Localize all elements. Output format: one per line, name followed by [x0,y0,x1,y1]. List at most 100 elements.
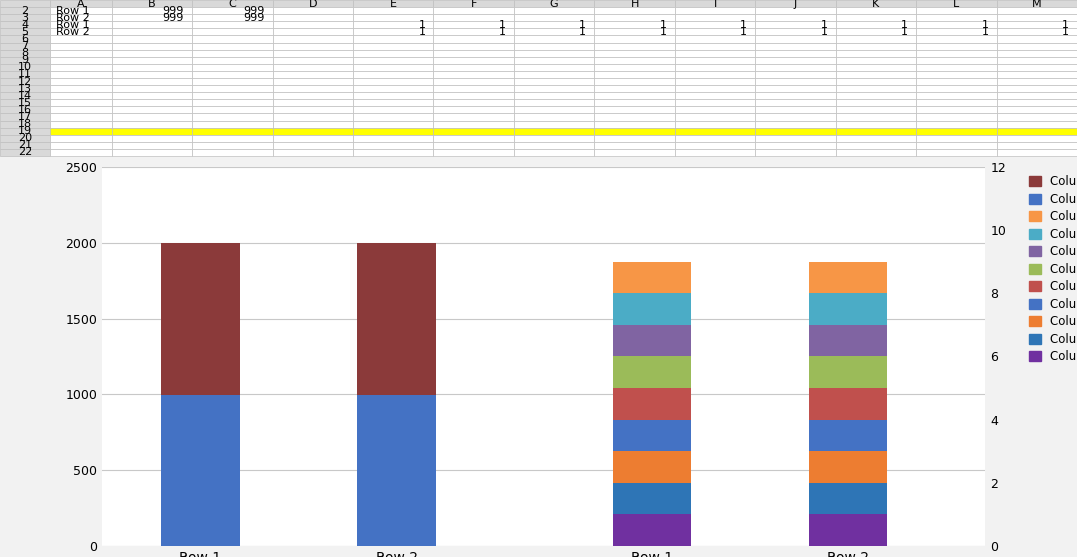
Bar [514,36,595,42]
Bar [613,356,691,388]
Bar [836,92,917,99]
Bar [996,50,1077,57]
Bar [272,42,353,50]
Bar [192,42,272,50]
Bar [353,85,433,92]
Bar [51,0,112,7]
Bar [0,57,51,64]
Bar [433,114,514,120]
Bar [192,78,272,85]
Bar [192,50,272,57]
Bar [595,7,675,14]
Bar [272,135,353,142]
Bar [996,106,1077,114]
Text: 21: 21 [18,140,32,150]
Text: 1: 1 [981,20,989,30]
Text: B: B [149,0,156,8]
Text: 12: 12 [18,76,32,86]
Bar [51,64,112,71]
Bar [112,149,192,156]
Bar [272,99,353,106]
Bar [51,71,112,78]
Text: 1: 1 [579,20,586,30]
Bar [836,142,917,149]
Bar [51,36,112,42]
Bar [917,142,996,149]
Bar [514,0,595,7]
Text: 7: 7 [22,41,29,51]
Bar [809,262,887,294]
Bar [675,7,755,14]
Bar [51,78,112,85]
Bar [836,42,917,50]
Bar [51,92,112,99]
Text: 4: 4 [22,20,29,30]
Bar [192,71,272,78]
Bar [675,78,755,85]
Bar [192,36,272,42]
Bar [809,356,887,388]
Bar [836,149,917,156]
Text: 1: 1 [740,27,747,37]
Text: M: M [1032,0,1041,8]
Bar [0,135,51,142]
Bar [996,28,1077,36]
Bar [595,120,675,128]
Bar [836,128,917,135]
Bar [272,120,353,128]
Bar [675,28,755,36]
Bar [358,394,436,546]
Text: Row 1: Row 1 [56,6,90,16]
Bar [595,78,675,85]
Bar [514,42,595,50]
Bar [192,142,272,149]
Bar [809,483,887,514]
Bar [755,106,836,114]
Bar [755,99,836,106]
Bar [996,36,1077,42]
Bar [755,0,836,7]
Bar [353,28,433,36]
Bar [514,7,595,14]
Bar [755,128,836,135]
Bar [112,21,192,28]
Text: 1: 1 [1062,20,1069,30]
Bar [996,128,1077,135]
Bar [514,128,595,135]
Bar [272,14,353,21]
Bar [272,7,353,14]
Bar [675,106,755,114]
Bar [433,14,514,21]
Bar [0,64,51,71]
Bar [613,451,691,483]
Bar [836,36,917,42]
Bar [112,106,192,114]
Bar [51,120,112,128]
Bar [353,149,433,156]
Bar [595,57,675,64]
Bar [996,99,1077,106]
Bar [192,120,272,128]
Bar [353,64,433,71]
Bar [353,42,433,50]
Bar [514,114,595,120]
Legend: Column 2, Column 1, Column 12, Column 11, Column 10, Column 9, Column 8, Column : Column 2, Column 1, Column 12, Column 11… [1026,173,1077,365]
Bar [996,71,1077,78]
Bar [272,92,353,99]
Bar [51,135,112,142]
Bar [192,85,272,92]
Bar [836,120,917,128]
Bar [353,57,433,64]
Bar [112,0,192,7]
Bar [675,71,755,78]
Bar [112,50,192,57]
Text: 1: 1 [901,27,908,37]
Bar [836,135,917,142]
Bar [272,71,353,78]
Bar [755,64,836,71]
Bar [192,99,272,106]
Bar [433,92,514,99]
Bar [353,7,433,14]
Text: 18: 18 [18,119,32,129]
Bar [755,28,836,36]
